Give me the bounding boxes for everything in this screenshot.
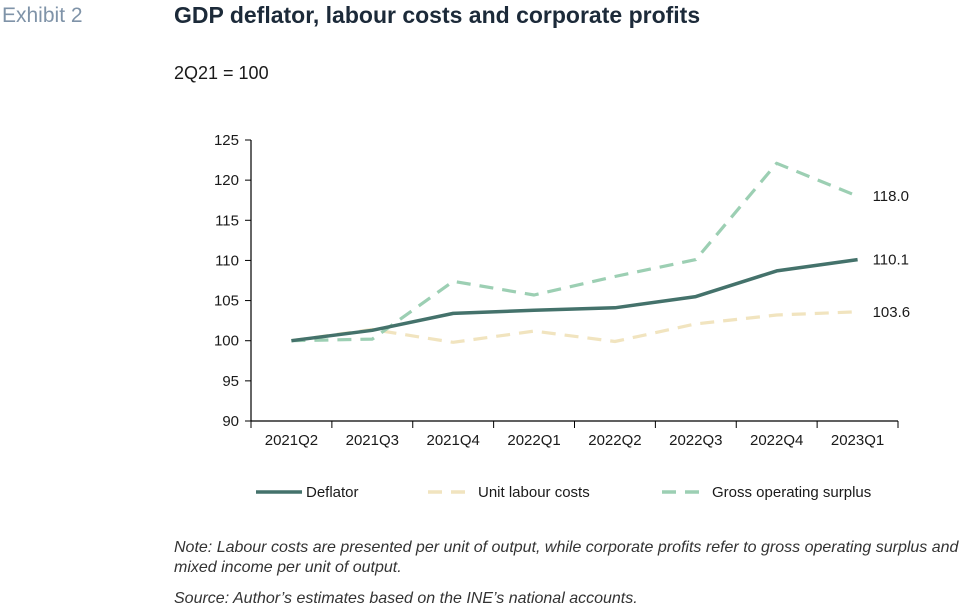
x-tick-label: 2022Q4: [750, 432, 803, 449]
series-line-2: [291, 161, 859, 343]
y-tick-label: 95: [222, 373, 239, 390]
chart-legend: Deflator Unit labour costs Gross operating…: [256, 484, 871, 501]
chart-series: [291, 161, 859, 344]
x-tick-label: 2022Q2: [588, 432, 641, 449]
y-tick-label: 110: [215, 252, 239, 269]
x-tick-label: 2021Q4: [426, 432, 479, 449]
x-tick-label: 2023Q1: [831, 432, 884, 449]
end-label: 118.0: [873, 188, 909, 205]
y-tick-label: 105: [214, 293, 239, 310]
end-label: 103.6: [873, 304, 911, 321]
y-tick-label: 100: [214, 333, 239, 350]
chart-note: Note: Labour costs are presented per uni…: [174, 539, 959, 576]
exhibit-label: Exhibit 2: [2, 4, 83, 27]
y-tick-label: 115: [215, 212, 239, 229]
line-chart: 90 95 100 105 110 115 120 125 2021Q2 2021Q3 2021Q4…: [214, 132, 911, 501]
x-tick-label: 2022Q3: [669, 432, 722, 449]
y-tick-label: 120: [214, 172, 239, 189]
chart-end-labels: 110.1 103.6 118.0: [873, 188, 911, 321]
y-tick-label: 125: [214, 132, 239, 149]
chart-source: Source: Author’s estimates based on the …: [174, 590, 638, 607]
x-tick-label: 2021Q3: [346, 432, 399, 449]
end-label: 110.1: [873, 252, 909, 269]
chart-subtitle: 2Q21 = 100: [174, 63, 269, 83]
series-line-0: [291, 257, 858, 343]
chart-title: GDP deflator, labour costs and corporate…: [174, 2, 701, 28]
chart-axes: 90 95 100 105 110 115 120 125 2021Q2 2021Q3 2021Q4…: [214, 132, 899, 449]
legend-label: Deflator: [306, 484, 359, 501]
series-line-1: [291, 310, 858, 344]
y-tick-label: 90: [222, 413, 239, 430]
x-tick-label: 2021Q2: [265, 432, 318, 449]
legend-label: Gross operating surplus: [712, 484, 871, 501]
legend-label: Unit labour costs: [478, 484, 590, 501]
x-tick-label: 2022Q1: [507, 432, 560, 449]
